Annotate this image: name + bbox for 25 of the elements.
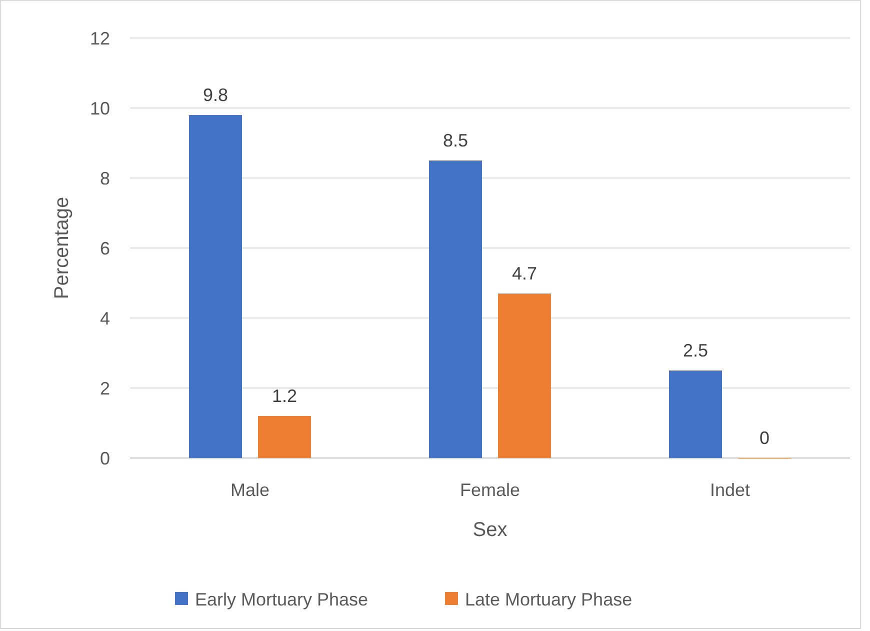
bar — [429, 160, 482, 458]
y-axis-title: Percentage — [51, 196, 73, 300]
data-label: 1.2 — [272, 386, 298, 406]
bar — [669, 370, 722, 458]
legend-label: Late Mortuary Phase — [465, 589, 632, 610]
bar — [258, 416, 311, 458]
y-tick-label: 4 — [100, 308, 110, 328]
x-tick-label: Indet — [710, 480, 750, 500]
x-tick-label: Female — [460, 480, 520, 500]
x-axis-title: Sex — [472, 519, 508, 541]
data-label: 0 — [759, 428, 770, 448]
bar — [498, 294, 551, 458]
legend-label: Early Mortuary Phase — [195, 589, 368, 610]
y-tick-label: 0 — [100, 448, 110, 468]
y-tick-label: 2 — [100, 378, 110, 398]
data-label: 4.7 — [512, 264, 538, 284]
data-label: 2.5 — [682, 340, 708, 360]
x-tick-label: Male — [230, 480, 270, 500]
data-label: 9.8 — [202, 85, 228, 105]
bar — [189, 115, 242, 458]
y-tick-label: 10 — [90, 98, 110, 118]
y-tick-label: 6 — [100, 238, 110, 258]
y-tick-label: 8 — [100, 168, 110, 188]
data-label: 8.5 — [442, 130, 468, 150]
y-tick-label: 12 — [90, 28, 110, 48]
